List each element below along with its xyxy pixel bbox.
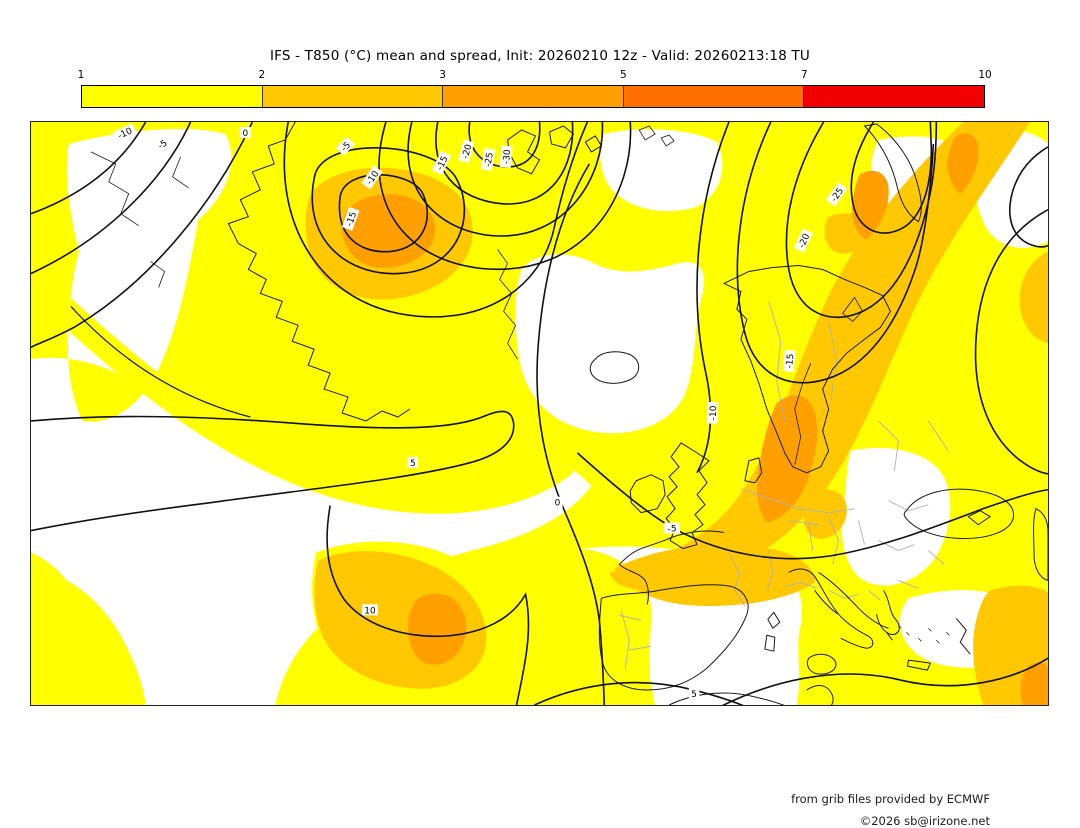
attribution-copyright: ©2026 sb@irizone.net bbox=[859, 814, 990, 828]
weather-chart-page: { "title": "IFS - T850 (°C) mean and spr… bbox=[30, 48, 1049, 828]
colorbar-tick-labels: 1 2 3 5 7 10 bbox=[77, 68, 992, 85]
svg-text:-25: -25 bbox=[483, 152, 495, 168]
contour-label: -10 bbox=[706, 402, 720, 424]
svg-text:-20: -20 bbox=[461, 143, 475, 160]
svg-text:-15: -15 bbox=[785, 353, 796, 368]
svg-text:0: 0 bbox=[243, 129, 249, 139]
svg-text:5: 5 bbox=[691, 690, 697, 700]
colorbar-tick-7: 7 bbox=[800, 69, 808, 81]
colorbar-tick-3: 3 bbox=[439, 69, 446, 81]
svg-text:-15: -15 bbox=[345, 211, 359, 228]
svg-text:0: 0 bbox=[555, 499, 561, 509]
svg-text:-30: -30 bbox=[502, 149, 513, 165]
contour-label: -5 bbox=[152, 134, 172, 153]
svg-text:10: 10 bbox=[364, 606, 376, 616]
contour-label: -15 bbox=[782, 349, 796, 373]
contour-label-layer: -10-50-5-10-15-15-20 -25 -30-25-20-15-1050… bbox=[112, 123, 848, 700]
contour-label: -20 bbox=[458, 139, 475, 164]
colorbar-segment-3-5 bbox=[442, 86, 623, 107]
coastline-layer bbox=[90, 122, 1048, 705]
svg-text:5: 5 bbox=[410, 459, 416, 469]
colorbar-segment-5-7 bbox=[622, 86, 804, 107]
contour-label: 5 bbox=[688, 688, 700, 700]
contour-label: -25 bbox=[480, 147, 496, 171]
contour-label: -5 bbox=[335, 136, 355, 156]
contour-label: -5 bbox=[664, 522, 681, 535]
country-border-layer bbox=[619, 301, 949, 671]
contour-label: 0 bbox=[552, 496, 563, 509]
colorbar-tick-10: 10 bbox=[978, 69, 992, 81]
contour-label: 10 bbox=[362, 604, 378, 616]
contour-label: 0 bbox=[240, 126, 251, 139]
attribution-source: from grib files provided by ECMWF bbox=[791, 792, 990, 806]
colorbar-segment-2-3 bbox=[261, 86, 443, 107]
colorbar-segment-1-2 bbox=[82, 86, 262, 107]
contour-label: 5 bbox=[407, 456, 419, 469]
colorbar-tick-5: 5 bbox=[620, 69, 627, 81]
svg-text:-10: -10 bbox=[709, 405, 720, 420]
weather-map: -10 -5 0 -5 -10 -15 -15 -20 -25 -30 -25 -20 -15 -10 5 0… bbox=[30, 121, 1049, 828]
colorbar-scale bbox=[81, 85, 985, 108]
svg-text:-5: -5 bbox=[668, 525, 677, 535]
colorbar-tick-2: 2 bbox=[258, 69, 266, 81]
contour-label: -15 bbox=[341, 206, 360, 231]
contour-layer bbox=[31, 122, 1048, 705]
contour-label: -30 bbox=[499, 145, 513, 168]
map-canvas: -10-50-5-10-15-15-20 -25 -30-25-20-15-1050… bbox=[31, 122, 1048, 705]
colorbar-tick-1: 1 bbox=[77, 69, 85, 81]
colorbar: 1 2 3 5 7 10 bbox=[77, 68, 992, 111]
page-title: IFS - T850 (°C) mean and spread, Init: 2… bbox=[269, 48, 811, 64]
colorbar-segment-7-10 bbox=[803, 86, 984, 107]
